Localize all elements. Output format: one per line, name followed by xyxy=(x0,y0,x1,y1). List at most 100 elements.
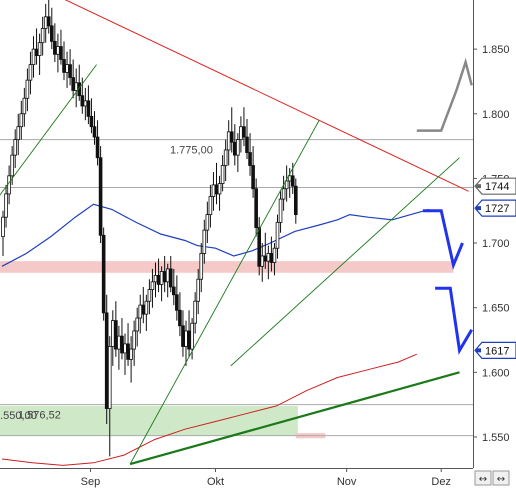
candle-10 xyxy=(31,36,36,78)
candle-body xyxy=(141,304,146,315)
candle-75 xyxy=(229,107,234,153)
candle-83 xyxy=(254,178,258,237)
candle-body xyxy=(220,165,225,184)
y-tick-label-0: 1.550 xyxy=(482,432,510,444)
candle-body xyxy=(162,271,167,283)
candle-body xyxy=(59,46,63,60)
price-tag-label: 1727 xyxy=(485,203,509,215)
price-tag-marker xyxy=(476,206,481,211)
candle-body xyxy=(181,325,185,347)
candle-77 xyxy=(236,133,240,172)
price-tag-box xyxy=(474,341,516,359)
candle-29 xyxy=(89,98,94,134)
candle-11 xyxy=(34,28,39,65)
candle-92 xyxy=(281,175,286,211)
candle-body xyxy=(223,149,228,166)
scroll-button-1[interactable]: ↔ xyxy=(492,470,510,486)
candle-33 xyxy=(101,227,106,321)
candle-body xyxy=(86,100,91,117)
moving-average-1 xyxy=(1,353,417,466)
candle-18 xyxy=(56,33,60,73)
candle-body xyxy=(178,309,182,327)
candle-body xyxy=(184,330,188,347)
candle-body xyxy=(287,175,292,182)
candle-body xyxy=(43,16,48,29)
candle-40 xyxy=(123,333,127,375)
candle-64 xyxy=(196,268,201,315)
candle-body xyxy=(196,278,201,302)
candle-23 xyxy=(71,59,75,99)
candle-body xyxy=(284,180,289,190)
x-tick-label-0: Sep xyxy=(81,476,101,488)
candle-54 xyxy=(165,263,170,298)
levels-layer: 1.775,00 1.576,52 xyxy=(0,139,473,437)
candle-body xyxy=(269,252,274,263)
candle-body xyxy=(236,139,240,156)
candle-body xyxy=(290,175,295,187)
candle-16 xyxy=(50,7,54,50)
projection-path-1 xyxy=(435,286,473,355)
price-tag-box xyxy=(474,199,516,217)
candle-20 xyxy=(62,41,66,81)
level-label-2: 1.576,52 xyxy=(18,410,61,422)
candle-body xyxy=(31,48,36,66)
candle-28 xyxy=(86,85,91,125)
candle-31 xyxy=(95,120,100,166)
candle-7 xyxy=(22,87,27,127)
candle-body xyxy=(7,175,11,195)
candle-76 xyxy=(232,124,237,166)
candle-body xyxy=(211,184,216,197)
y-tick-label-2: 1.650 xyxy=(482,303,510,315)
candle-body xyxy=(217,183,222,195)
candle-body xyxy=(153,274,158,283)
candle-5 xyxy=(16,113,21,156)
price-tag-box xyxy=(474,177,516,195)
y-axis-background xyxy=(473,0,516,492)
candle-19 xyxy=(59,29,63,65)
scroll-button-0[interactable]: ↔ xyxy=(474,470,492,486)
candle-body xyxy=(34,48,39,56)
moving-average-0 xyxy=(1,203,430,267)
candle-58 xyxy=(178,292,182,337)
candle-74 xyxy=(226,120,231,166)
candle-body xyxy=(56,46,60,55)
candle-59 xyxy=(181,310,185,357)
candle-body xyxy=(232,141,237,156)
candle-body xyxy=(10,154,14,177)
candle-body xyxy=(80,95,85,107)
trendline-4 xyxy=(129,371,460,466)
trendline-1 xyxy=(0,64,97,196)
candle-body xyxy=(251,165,255,190)
y-tick-label-3: 1.700 xyxy=(482,238,510,250)
candle-36 xyxy=(111,310,115,366)
candle-72 xyxy=(220,155,225,192)
x-tick-label-3: Dez xyxy=(431,476,451,488)
candle-0 xyxy=(1,210,5,256)
candle-65 xyxy=(199,243,204,293)
candle-49 xyxy=(150,268,155,308)
candle-body xyxy=(19,113,24,128)
candle-17 xyxy=(53,23,57,63)
candle-body xyxy=(229,131,234,143)
price-tag-label: 1617 xyxy=(485,345,509,357)
scroll-button-frame xyxy=(492,470,510,486)
price-tag-2: 1617 xyxy=(474,341,516,359)
candle-67 xyxy=(205,201,210,244)
candle-body xyxy=(135,317,140,332)
candle-body xyxy=(62,59,66,73)
x-tick-label-1: Okt xyxy=(207,476,224,488)
candle-body xyxy=(202,229,207,254)
candle-96 xyxy=(293,178,298,224)
candle-body xyxy=(71,77,75,91)
candles-layer xyxy=(1,0,298,457)
candle-1 xyxy=(4,184,8,228)
candle-body xyxy=(53,40,57,55)
candle-body xyxy=(98,157,103,236)
candle-73 xyxy=(223,139,228,181)
candle-81 xyxy=(248,133,252,176)
candle-71 xyxy=(217,175,222,211)
candle-93 xyxy=(284,165,289,202)
candle-34 xyxy=(104,294,109,425)
x-tick-label-2: Nov xyxy=(337,476,357,488)
